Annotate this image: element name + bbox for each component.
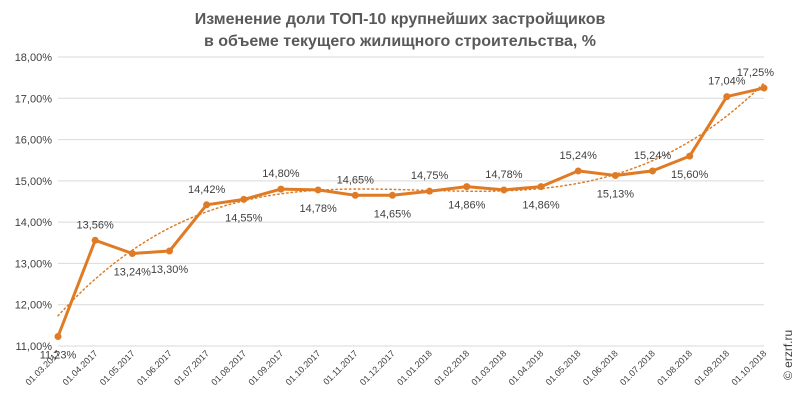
series-path: [56, 86, 765, 338]
y-tick-label: 12,00%: [15, 300, 53, 312]
x-tick-label: 01.01.2018: [395, 348, 434, 387]
y-tick-label: 11,00%: [16, 341, 53, 353]
data-point: [277, 185, 285, 193]
data-point: [54, 333, 62, 341]
data-label: 11,23%: [40, 350, 77, 362]
data-point: [611, 171, 619, 179]
data-label: 15,24%: [560, 150, 598, 162]
data-label: 15,60%: [671, 169, 709, 181]
watermark: © erzrf.ru: [781, 330, 795, 380]
data-label: 14,55%: [225, 212, 263, 224]
x-tick-label: 01.11.2017: [321, 348, 359, 386]
data-point: [240, 195, 248, 203]
data-point: [537, 183, 545, 191]
x-tick-label: 01.10.2018: [729, 348, 768, 387]
data-label: 14,78%: [485, 169, 523, 181]
x-tick-label: 01.03.2018: [469, 348, 508, 387]
data-point: [165, 247, 173, 255]
y-tick-label: 15,00%: [15, 176, 53, 188]
data-label: 15,13%: [597, 188, 635, 200]
data-label: 14,78%: [299, 203, 337, 215]
trendline: [57, 82, 765, 317]
x-tick-label: 01.05.2018: [544, 348, 583, 387]
data-point: [500, 186, 508, 194]
y-tick-label: 14,00%: [15, 217, 53, 229]
data-label: 17,25%: [737, 67, 775, 79]
data-label: 17,04%: [708, 76, 746, 88]
x-tick-label: 01.07.2017: [172, 348, 211, 387]
data-label: 14,80%: [262, 168, 300, 180]
data-point: [426, 187, 434, 195]
trendline-path: [57, 82, 765, 317]
data-point: [91, 236, 99, 244]
data-label: 13,24%: [114, 267, 152, 279]
y-axis-ticks: 11,00% 12,00% 13,00% 14,00% 15,00% 16,00% 17,0…: [15, 52, 53, 353]
x-tick-label: 01.04.2018: [507, 348, 546, 387]
data-labels: 11,23% 13,56% 13,24% 13,30% 14,42% 14,55% 14,8…: [40, 67, 774, 362]
chart-title-line-1: Изменение доли ТОП-10 крупнейших застрой…: [195, 11, 606, 28]
data-point: [314, 186, 322, 194]
x-tick-label: 01.06.2018: [581, 348, 620, 387]
x-tick-label: 01.09.2018: [692, 348, 731, 387]
data-point: [203, 201, 211, 209]
data-label: 14,65%: [374, 208, 412, 220]
x-tick-label: 01.09.2017: [246, 348, 285, 387]
x-tick-label: 01.10.2017: [284, 348, 323, 387]
data-point: [574, 167, 582, 175]
data-label: 13,56%: [77, 219, 115, 231]
gridlines: [58, 56, 764, 347]
y-tick-label: 18,00%: [15, 52, 53, 64]
data-point: [686, 152, 694, 160]
data-point: [351, 191, 359, 199]
data-label: 14,65%: [337, 174, 375, 186]
series-line: [54, 84, 768, 341]
x-tick-label: 01.08.2017: [209, 348, 248, 387]
x-tick-label: 01.06.2017: [135, 348, 174, 387]
data-point: [463, 183, 471, 191]
y-tick-label: 16,00%: [15, 135, 53, 147]
data-label: 15,24%: [634, 150, 672, 162]
data-point: [760, 84, 768, 92]
chart-title-line-2: в объеме текущего жилищного строительств…: [204, 33, 596, 50]
data-label: 14,86%: [448, 200, 486, 212]
x-tick-label: 01.07.2018: [618, 348, 657, 387]
data-point: [649, 167, 657, 175]
x-tick-label: 01.12.2017: [358, 348, 397, 387]
y-tick-label: 17,00%: [15, 93, 53, 105]
data-label: 14,42%: [188, 184, 226, 196]
data-label: 13,30%: [151, 264, 189, 276]
data-point: [128, 250, 136, 258]
data-point: [723, 93, 731, 101]
data-label: 14,86%: [522, 200, 560, 212]
data-label: 14,75%: [411, 170, 449, 182]
x-tick-label: 01.08.2018: [655, 348, 694, 387]
x-tick-label: 01.05.2017: [98, 348, 137, 387]
y-tick-label: 13,00%: [15, 258, 53, 270]
x-tick-label: 01.02.2018: [432, 348, 471, 387]
data-point: [388, 191, 396, 199]
x-axis-ticks: 01.03.201701.04.201701.05.201701.06.2017…: [23, 348, 768, 387]
